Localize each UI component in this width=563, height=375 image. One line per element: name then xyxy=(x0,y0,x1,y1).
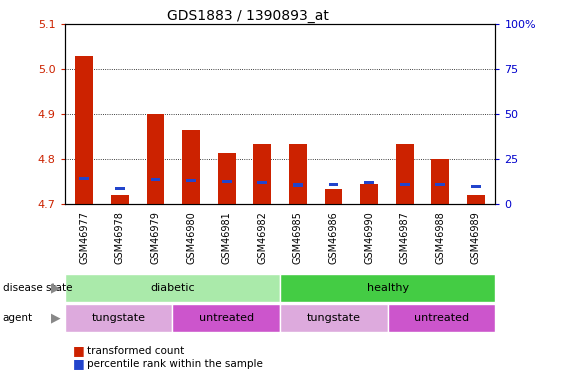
Bar xyxy=(79,177,89,180)
Bar xyxy=(388,304,495,332)
Text: GSM46987: GSM46987 xyxy=(400,211,410,264)
Bar xyxy=(182,130,200,204)
Bar xyxy=(289,144,307,204)
Text: GSM46980: GSM46980 xyxy=(186,211,196,264)
Bar xyxy=(111,195,129,204)
Bar xyxy=(293,183,303,187)
Bar xyxy=(396,144,414,204)
Bar xyxy=(257,181,267,184)
Text: GSM46986: GSM46986 xyxy=(328,211,338,264)
Text: GDS1883 / 1390893_at: GDS1883 / 1390893_at xyxy=(167,9,329,23)
Text: transformed count: transformed count xyxy=(87,346,185,355)
Bar xyxy=(400,183,409,186)
Bar xyxy=(329,183,338,186)
Text: GSM46981: GSM46981 xyxy=(222,211,232,264)
Bar xyxy=(360,184,378,204)
Text: GSM46988: GSM46988 xyxy=(435,211,445,264)
Text: ■: ■ xyxy=(73,357,85,370)
Text: diabetic: diabetic xyxy=(150,283,195,293)
Text: ▶: ▶ xyxy=(51,281,60,294)
Bar xyxy=(186,179,196,182)
Bar xyxy=(467,195,485,204)
Bar xyxy=(222,180,231,183)
Text: ▶: ▶ xyxy=(51,311,60,324)
Bar xyxy=(65,274,280,302)
Text: GSM46979: GSM46979 xyxy=(150,211,160,264)
Bar xyxy=(115,187,125,190)
Bar xyxy=(435,183,445,186)
Bar xyxy=(280,304,388,332)
Text: GSM46989: GSM46989 xyxy=(471,211,481,264)
Bar xyxy=(364,181,374,184)
Text: tungstate: tungstate xyxy=(92,313,146,323)
Text: agent: agent xyxy=(3,313,33,323)
Bar xyxy=(431,159,449,204)
Bar xyxy=(471,185,481,188)
Text: GSM46977: GSM46977 xyxy=(79,211,90,264)
Bar xyxy=(151,178,160,181)
Text: GSM46990: GSM46990 xyxy=(364,211,374,264)
Bar xyxy=(65,304,172,332)
Text: percentile rank within the sample: percentile rank within the sample xyxy=(87,359,263,369)
Bar xyxy=(218,153,235,204)
Text: ■: ■ xyxy=(73,344,85,357)
Bar xyxy=(325,189,342,204)
Text: untreated: untreated xyxy=(414,313,469,323)
Text: disease state: disease state xyxy=(3,283,72,293)
Text: GSM46978: GSM46978 xyxy=(115,211,125,264)
Text: GSM46985: GSM46985 xyxy=(293,211,303,264)
Text: GSM46982: GSM46982 xyxy=(257,211,267,264)
Text: untreated: untreated xyxy=(199,313,254,323)
Bar xyxy=(253,144,271,204)
Text: healthy: healthy xyxy=(367,283,409,293)
Bar xyxy=(146,114,164,204)
Bar xyxy=(75,56,93,204)
Bar xyxy=(172,304,280,332)
Bar xyxy=(280,274,495,302)
Text: tungstate: tungstate xyxy=(307,313,361,323)
